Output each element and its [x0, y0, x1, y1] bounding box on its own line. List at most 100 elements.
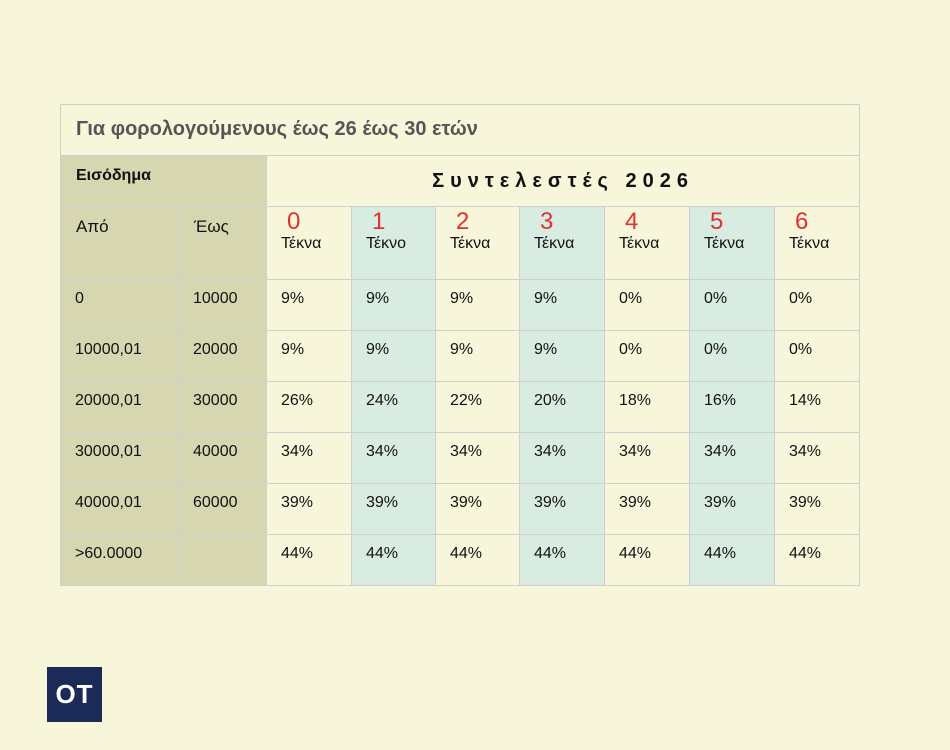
children-label: Τέκνο	[366, 235, 407, 252]
from-header: Από	[76, 217, 109, 236]
rate-cell: 0%	[604, 279, 690, 331]
tax-rates-table-wrapper: Για φορολογούμενους έως 26 έως 30 ετών Ε…	[59, 104, 861, 586]
rate-cell: 39%	[435, 483, 520, 535]
table-row: 0 10000 9% 9% 9% 9% 0% 0% 0%	[60, 279, 861, 331]
rate-value: 24%	[366, 392, 399, 409]
table-row: 20000,01 30000 26% 24% 22% 20% 18% 16% 14%	[60, 381, 861, 433]
rate-value: 39%	[366, 494, 399, 511]
children-header-1: 1 Τέκνο	[351, 206, 436, 280]
children-count: 3	[540, 208, 554, 235]
rate-cell: 34%	[266, 432, 352, 484]
rate-cell: 34%	[773, 432, 861, 484]
rate-value: 39%	[619, 494, 652, 511]
from-header-cell: Από	[60, 206, 179, 280]
income-to-value: 10000	[193, 290, 238, 307]
income-from-cell: 30000,01	[60, 432, 179, 484]
children-count: 1	[372, 208, 386, 235]
rate-value: 9%	[366, 341, 390, 358]
income-from-value: 30000,01	[75, 443, 142, 460]
children-label: Τέκνα	[450, 235, 491, 252]
rate-value: 44%	[366, 545, 399, 562]
table-row: 40000,01 60000 39% 39% 39% 39% 39% 39% 39%	[60, 483, 861, 535]
children-label: Τέκνα	[789, 235, 830, 252]
rate-cell: 9%	[519, 330, 605, 382]
rate-cell: 44%	[351, 534, 436, 586]
rate-value: 14%	[789, 392, 822, 409]
table-row: >60.0000 44% 44% 44% 44% 44% 44% 44%	[60, 534, 861, 586]
logo-text: OT	[55, 679, 94, 709]
income-from-cell: >60.0000	[60, 534, 179, 586]
children-header-6: 6 Τέκνα	[773, 206, 861, 280]
rate-value: 39%	[789, 494, 822, 511]
income-header: Εισόδημα	[76, 167, 151, 184]
rate-cell: 18%	[604, 381, 690, 433]
income-to-cell: 40000	[178, 432, 267, 484]
table-title-cell: Για φορολογούμενους έως 26 έως 30 ετών	[59, 104, 861, 156]
rate-value: 0%	[789, 341, 813, 358]
income-to-cell: 30000	[178, 381, 267, 433]
table-row: 30000,01 40000 34% 34% 34% 34% 34% 34% 34%	[60, 432, 861, 484]
rate-value: 34%	[281, 443, 314, 460]
income-to-cell	[178, 534, 267, 586]
rate-cell: 0%	[689, 279, 775, 331]
rate-value: 39%	[534, 494, 567, 511]
income-to-cell: 60000	[178, 483, 267, 535]
rate-cell: 0%	[773, 330, 861, 382]
rate-cell: 0%	[689, 330, 775, 382]
rate-value: 34%	[366, 443, 399, 460]
rate-value: 34%	[534, 443, 567, 460]
rate-cell: 0%	[604, 330, 690, 382]
children-header-0: 0 Τέκνα	[266, 206, 352, 280]
rate-value: 9%	[534, 290, 558, 307]
children-count: 5	[710, 208, 724, 235]
income-to-value: 20000	[193, 341, 238, 358]
rate-value: 9%	[450, 341, 474, 358]
income-to-value	[179, 535, 266, 545]
children-header-5: 5 Τέκνα	[689, 206, 775, 280]
rate-value: 0%	[789, 290, 813, 307]
rate-value: 44%	[534, 545, 567, 562]
rate-cell: 34%	[604, 432, 690, 484]
children-label: Τέκνα	[534, 235, 575, 252]
rate-cell: 9%	[351, 279, 436, 331]
rate-value: 44%	[704, 545, 737, 562]
table-title: Για φορολογούμενους έως 26 έως 30 ετών	[76, 118, 478, 140]
rate-cell: 34%	[351, 432, 436, 484]
income-to-cell: 20000	[178, 330, 267, 382]
rate-value: 9%	[366, 290, 390, 307]
rate-cell: 44%	[689, 534, 775, 586]
rate-value: 34%	[450, 443, 483, 460]
children-count: 6	[795, 208, 809, 235]
rate-value: 39%	[704, 494, 737, 511]
children-label: Τέκνα	[281, 235, 322, 252]
rate-value: 44%	[789, 545, 822, 562]
rate-value: 18%	[619, 392, 652, 409]
rate-value: 0%	[619, 341, 643, 358]
rate-cell: 22%	[435, 381, 520, 433]
rate-cell: 39%	[351, 483, 436, 535]
rate-value: 16%	[704, 392, 737, 409]
rate-value: 0%	[704, 341, 728, 358]
rate-cell: 39%	[604, 483, 690, 535]
rate-value: 9%	[281, 341, 305, 358]
rate-cell: 34%	[519, 432, 605, 484]
rate-cell: 44%	[266, 534, 352, 586]
income-from-cell: 10000,01	[60, 330, 179, 382]
income-from-value: 20000,01	[75, 392, 142, 409]
rate-cell: 34%	[689, 432, 775, 484]
income-from-value: 10000,01	[75, 341, 142, 358]
rate-cell: 9%	[351, 330, 436, 382]
income-from-cell: 0	[60, 279, 179, 331]
children-header-3: 3 Τέκνα	[519, 206, 605, 280]
rate-cell: 44%	[435, 534, 520, 586]
income-from-cell: 20000,01	[60, 381, 179, 433]
rate-cell: 39%	[519, 483, 605, 535]
rate-value: 26%	[281, 392, 314, 409]
rate-cell: 20%	[519, 381, 605, 433]
to-header: Έως	[194, 217, 229, 236]
rate-cell: 0%	[773, 279, 861, 331]
coefficients-header-cell: Συντελεστές 2026	[265, 155, 861, 207]
rate-value: 20%	[534, 392, 567, 409]
tax-rates-table: Για φορολογούμενους έως 26 έως 30 ετών Ε…	[59, 104, 861, 586]
rate-cell: 26%	[266, 381, 352, 433]
